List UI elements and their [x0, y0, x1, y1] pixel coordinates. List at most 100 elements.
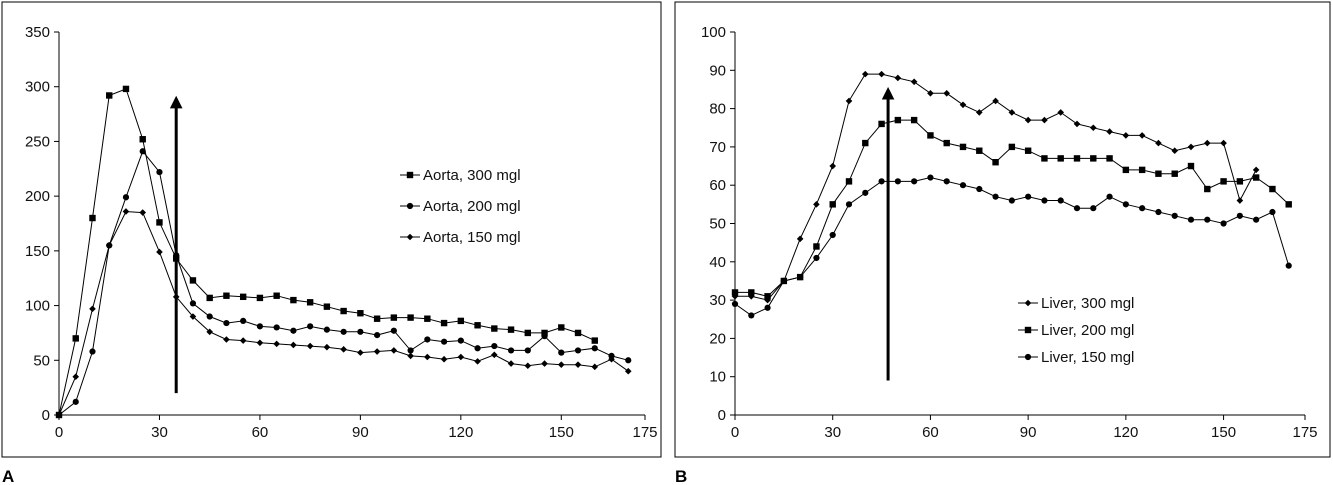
data-point: [1187, 143, 1195, 151]
data-point: [373, 348, 381, 355]
legend-label: Liver, 150 mgl: [1041, 349, 1134, 366]
data-point: [323, 303, 331, 310]
data-point: [156, 168, 163, 176]
legend-item: Aorta, 150 mgl: [400, 229, 521, 246]
data-point: [374, 332, 381, 339]
data-point: [748, 312, 755, 319]
legend-item: Liver, 200 mgl: [1018, 322, 1134, 339]
data-point: [1041, 197, 1048, 204]
data-point: [910, 116, 918, 124]
data-point: [1285, 262, 1292, 269]
data-point: [1155, 139, 1162, 147]
y-tick-label: 10: [709, 369, 726, 386]
legend-marker: [406, 171, 414, 179]
data-point: [474, 322, 481, 329]
data-point: [323, 343, 331, 351]
data-point: [927, 174, 934, 181]
data-point: [1203, 139, 1211, 147]
data-point: [156, 248, 163, 256]
legend-item: Aorta, 300 mgl: [400, 167, 521, 184]
data-point: [764, 304, 771, 311]
x-tick-label: 120: [448, 424, 473, 441]
panel-b: 0 10 20 30 40 50 60 70 80 90 100 0 30 60 90 120 150 175 L…: [674, 1, 1331, 458]
x-tick-label: 150: [1211, 424, 1236, 441]
data-point: [206, 328, 213, 336]
y-tick-label: 300: [25, 79, 50, 96]
data-point: [862, 189, 869, 196]
data-point: [239, 337, 247, 344]
data-point: [122, 85, 130, 93]
data-point: [1236, 212, 1243, 219]
data-point: [591, 363, 599, 371]
data-point: [223, 319, 230, 327]
data-point: [1269, 208, 1276, 216]
data-point: [72, 373, 80, 380]
x-tick-label: 30: [151, 424, 168, 441]
data-point: [390, 347, 398, 354]
data-point: [1187, 162, 1195, 170]
data-point: [1073, 155, 1081, 162]
series-2: [731, 174, 1292, 319]
panel-a-letter: A: [2, 467, 14, 485]
data-point: [558, 324, 565, 331]
data-point: [1073, 120, 1081, 128]
y-tick-label: 0: [718, 407, 726, 424]
data-point: [541, 329, 548, 337]
data-point: [624, 367, 632, 375]
data-point: [357, 349, 364, 356]
data-point: [256, 323, 264, 330]
data-point: [1253, 216, 1260, 223]
data-point: [1220, 178, 1227, 185]
data-point: [878, 70, 885, 78]
data-point: [731, 300, 739, 308]
data-point: [1090, 155, 1097, 162]
data-point: [845, 97, 853, 105]
data-point: [306, 342, 314, 350]
data-point: [1220, 220, 1227, 227]
legend-marker: [406, 233, 414, 241]
x-tick-label: 90: [352, 424, 369, 441]
series-2: [55, 208, 632, 419]
data-point: [780, 277, 787, 285]
data-point: [894, 178, 901, 185]
data-point: [524, 329, 531, 337]
data-point: [72, 398, 79, 405]
y-tick-label: 50: [33, 352, 50, 369]
y-tick-label: 350: [25, 24, 50, 41]
data-point: [591, 337, 598, 344]
data-point: [340, 328, 347, 335]
data-point: [474, 358, 481, 365]
x-tick-label: 0: [731, 424, 739, 441]
data-point: [340, 346, 347, 353]
data-point: [1057, 197, 1064, 204]
panel-b-letter: B: [675, 467, 687, 485]
data-point: [1220, 139, 1227, 147]
data-point: [105, 242, 113, 249]
y-tick-label: 40: [709, 254, 726, 271]
y-tick-label: 100: [701, 24, 726, 41]
data-point: [139, 136, 146, 143]
data-point: [273, 324, 280, 331]
data-point: [574, 329, 582, 337]
data-point: [813, 254, 820, 262]
y-tick-label: 0: [42, 407, 50, 424]
data-point: [1024, 116, 1032, 124]
data-point: [1106, 128, 1113, 135]
data-point: [829, 201, 836, 208]
data-point: [440, 338, 448, 345]
panel-a-frame: [1, 1, 662, 458]
data-point: [927, 89, 934, 97]
data-point: [306, 299, 314, 306]
data-point: [959, 182, 967, 189]
legend-label: Aorta, 200 mgl: [423, 198, 521, 215]
data-point: [927, 132, 934, 139]
legend-label: Aorta, 150 mgl: [423, 229, 521, 246]
panel-b-frame: [674, 1, 1331, 458]
data-point: [491, 342, 498, 350]
data-point: [557, 361, 565, 368]
data-point: [1138, 166, 1146, 174]
data-point: [574, 347, 582, 354]
data-point: [976, 185, 983, 193]
panel-b-legend: Liver, 300 mgl Liver, 200 mgl Liver, 150 m…: [1018, 295, 1134, 366]
data-point: [992, 97, 999, 105]
